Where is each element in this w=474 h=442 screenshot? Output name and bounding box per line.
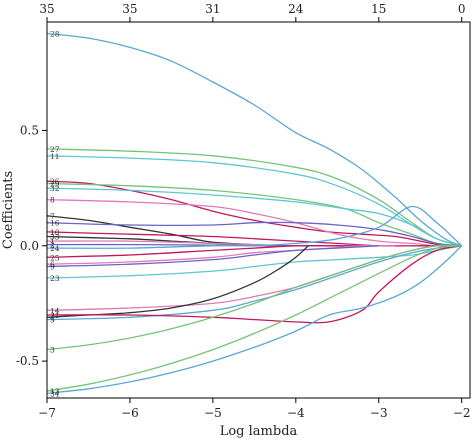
series-label-6: 6 (50, 260, 55, 269)
top-tick-label: 15 (371, 2, 386, 16)
series-label-7: 7 (50, 212, 55, 221)
x-tick-label: −7 (38, 406, 56, 420)
series-line-3 (46, 244, 462, 351)
series-line-10 (46, 231, 462, 247)
top-tick-label: 35 (122, 2, 137, 16)
series-label-33: 33 (50, 233, 60, 242)
series-line-25 (46, 244, 363, 258)
series-line-24 (46, 205, 463, 249)
y-axis-title: Coefficients (1, 171, 16, 249)
series-label-25: 25 (50, 253, 60, 262)
top-tick-label: 31 (205, 2, 220, 16)
series-label-32: 32 (50, 184, 60, 193)
series-label-8: 8 (50, 196, 55, 205)
series-label-24: 24 (50, 244, 60, 253)
plot-frame (46, 21, 471, 399)
series-label-29: 29 (50, 179, 60, 188)
x-tick-label: −2 (453, 406, 471, 420)
y-tick-label: 0.5 (20, 123, 39, 137)
x-tick-label: −4 (287, 406, 305, 420)
series-line-34 (46, 245, 463, 395)
series-line-28 (46, 32, 462, 247)
series-line-32 (46, 187, 462, 247)
series-label-23: 23 (50, 274, 60, 283)
top-tick-label: 35 (39, 2, 54, 16)
top-tick-label: 0 (458, 2, 466, 16)
series-label-26: 26 (50, 177, 60, 186)
series-label-5: 5 (50, 316, 55, 325)
series-line-8 (46, 198, 462, 247)
series-label-11: 11 (50, 152, 60, 161)
series-label-4: 4 (50, 313, 55, 322)
series-line-13 (46, 245, 462, 392)
y-axis: -0.5 0.0 0.5 (16, 123, 47, 368)
series-label-28: 28 (50, 30, 60, 39)
x-tick-label: −3 (370, 406, 388, 420)
series-line-9 (46, 245, 379, 268)
series-label-2: 2 (50, 241, 55, 250)
top-axis: 35 35 31 24 15 0 (39, 2, 466, 22)
series-label-31: 31 (50, 311, 60, 320)
series-label-27: 27 (50, 145, 60, 154)
series-label-10: 10 (50, 228, 60, 237)
series-label-9: 9 (50, 263, 55, 272)
series-label-1: 1 (50, 237, 55, 246)
x-axis-title: Log lambda (220, 424, 298, 439)
series-label-16: 16 (50, 219, 60, 228)
top-tick-label: 24 (288, 2, 304, 16)
series-line-31 (46, 245, 462, 324)
x-tick-label: −5 (204, 406, 222, 420)
y-tick-label: -0.5 (16, 354, 39, 368)
series-line-6 (46, 244, 396, 265)
series-label-14: 14 (50, 306, 60, 315)
series-lines (46, 32, 463, 395)
y-tick-label: 0.0 (20, 239, 39, 253)
series-label-3: 3 (50, 346, 55, 355)
series-line-16 (46, 221, 462, 247)
x-axis: −7 −6 −5 −4 −3 −2 (38, 398, 471, 420)
series-label-34: 34 (50, 389, 60, 398)
x-tick-label: −6 (121, 406, 139, 420)
series-label-13: 13 (50, 387, 60, 396)
